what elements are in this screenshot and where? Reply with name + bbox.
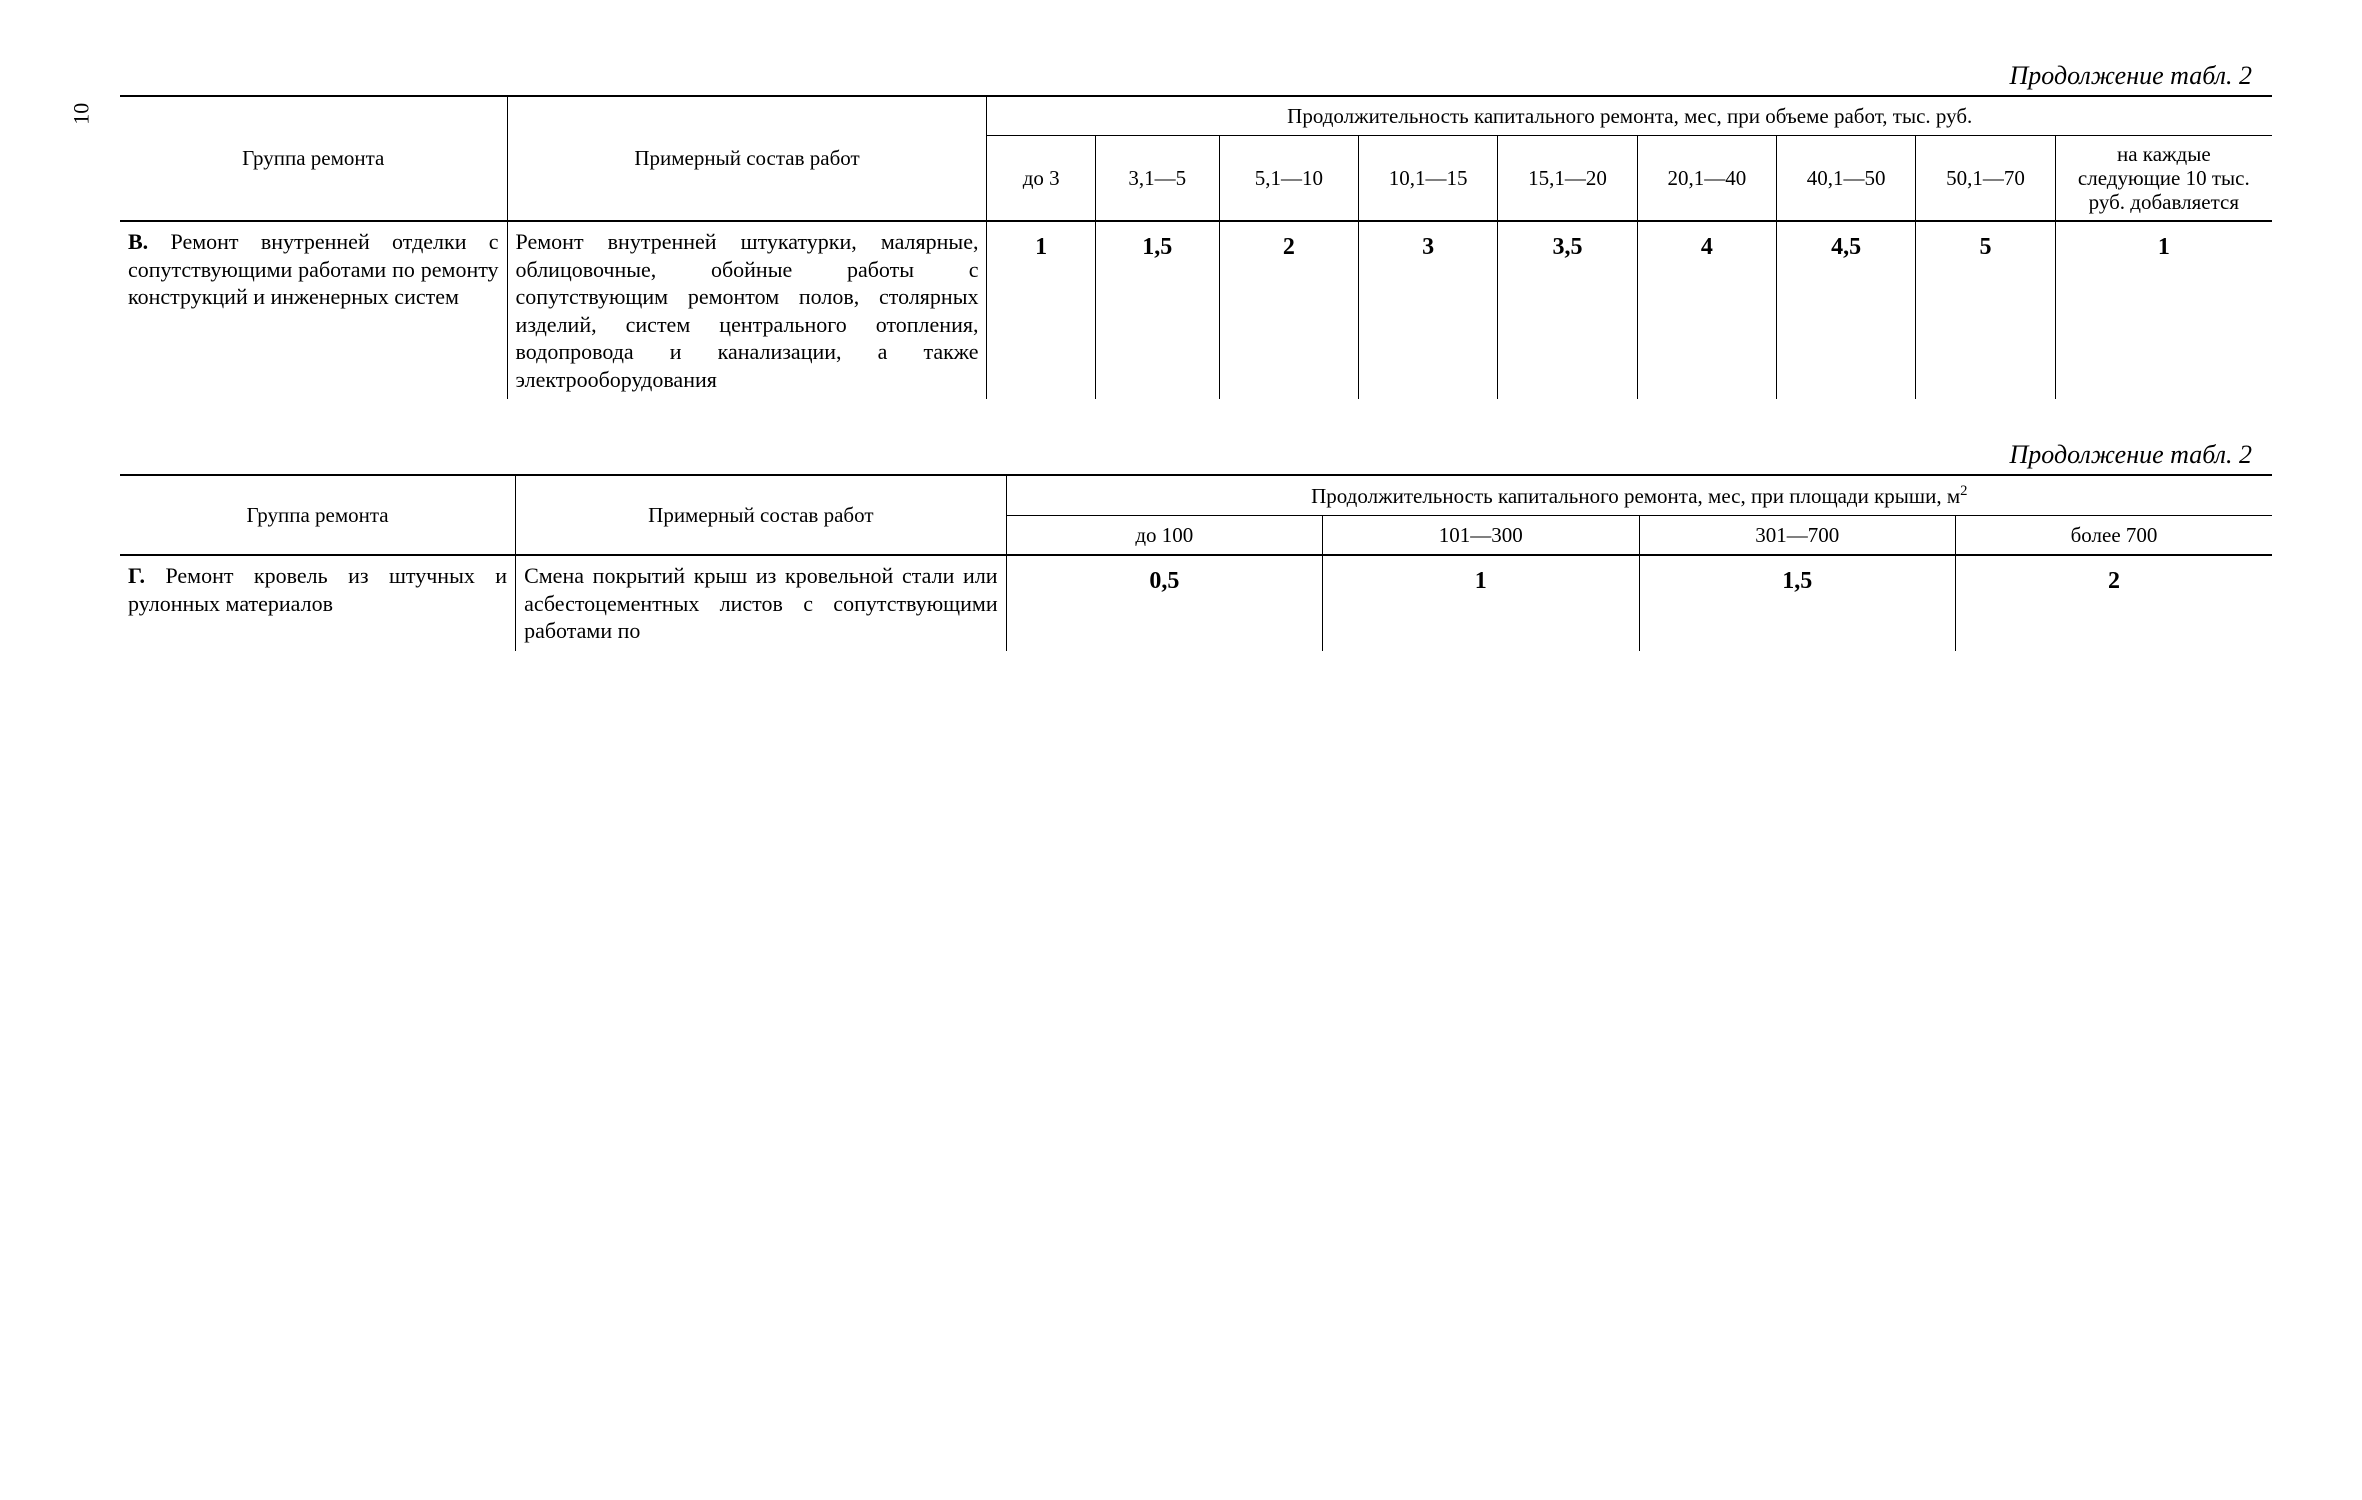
page-number: 10 [67,103,95,125]
t1-extra-col: на каждые следующие 10 тыс. руб. добавля… [2055,135,2272,221]
t1-row-group-text: Ремонт внутренней отделки с сопутствующи… [128,229,499,309]
t1-range-0: до 3 [987,135,1095,221]
t1-val-3: 3 [1359,221,1498,399]
t2-hdr-desc: Примерный состав работ [516,475,1007,556]
t2-range-1: 101—300 [1323,515,1639,555]
t1-val-5: 4 [1637,221,1776,399]
t1-range-6: 40,1—50 [1777,135,1916,221]
table1: Группа ремонта Примерный состав работ Пр… [120,95,2272,400]
t1-range-2: 5,1—10 [1219,135,1358,221]
t1-range-1: 3,1—5 [1095,135,1219,221]
t1-range-7: 50,1—70 [1916,135,2055,221]
t1-row-desc: Ремонт внутренней штукатурки, малярные, … [507,221,987,399]
t1-val-1: 1,5 [1095,221,1219,399]
t2-val-3: 2 [1956,555,2273,651]
t1-val-2: 2 [1219,221,1358,399]
t2-row-group: Г. Ремонт кровель из штучных и рулонных … [120,555,516,651]
table1-caption: Продолжение табл. 2 [120,60,2272,93]
t2-val-2: 1,5 [1639,555,1955,651]
t1-val-4: 3,5 [1498,221,1637,399]
t2-hdr-span: Продолжительность капитального ремонта, … [1006,475,2272,516]
t1-range-5: 20,1—40 [1637,135,1776,221]
t2-val-0: 0,5 [1006,555,1322,651]
t1-row-group-label: В. [128,229,148,254]
t1-hdr-group: Группа ремонта [120,96,507,222]
t2-row-group-text: Ремонт кровель из штучных и рулонных мат… [128,563,507,616]
t2-val-1: 1 [1323,555,1639,651]
table2-caption: Продолжение табл. 2 [120,439,2272,472]
t1-hdr-desc: Примерный состав работ [507,96,987,222]
t2-range-2: 301—700 [1639,515,1955,555]
t1-val-0: 1 [987,221,1095,399]
t1-range-4: 15,1—20 [1498,135,1637,221]
t2-hdr-sup: 2 [1960,483,1967,499]
t1-val-8: 1 [2055,221,2272,399]
t2-range-3: более 700 [1956,515,2273,555]
t1-val-7: 5 [1916,221,2055,399]
t1-hdr-span: Продолжительность капитального ремонта, … [987,96,2272,136]
t2-range-0: до 100 [1006,515,1322,555]
t2-hdr-span-text: Продолжительность капитального ремонта, … [1311,484,1960,508]
t2-row-group-label: Г. [128,563,145,588]
t1-range-3: 10,1—15 [1359,135,1498,221]
t1-row-group: В. Ремонт внутренней отделки с сопутству… [120,221,507,399]
t2-hdr-group: Группа ремонта [120,475,516,556]
t1-val-6: 4,5 [1777,221,1916,399]
table2: Группа ремонта Примерный состав работ Пр… [120,474,2272,651]
t2-row-desc: Смена покрытий крыш из кровельной стали … [516,555,1007,651]
